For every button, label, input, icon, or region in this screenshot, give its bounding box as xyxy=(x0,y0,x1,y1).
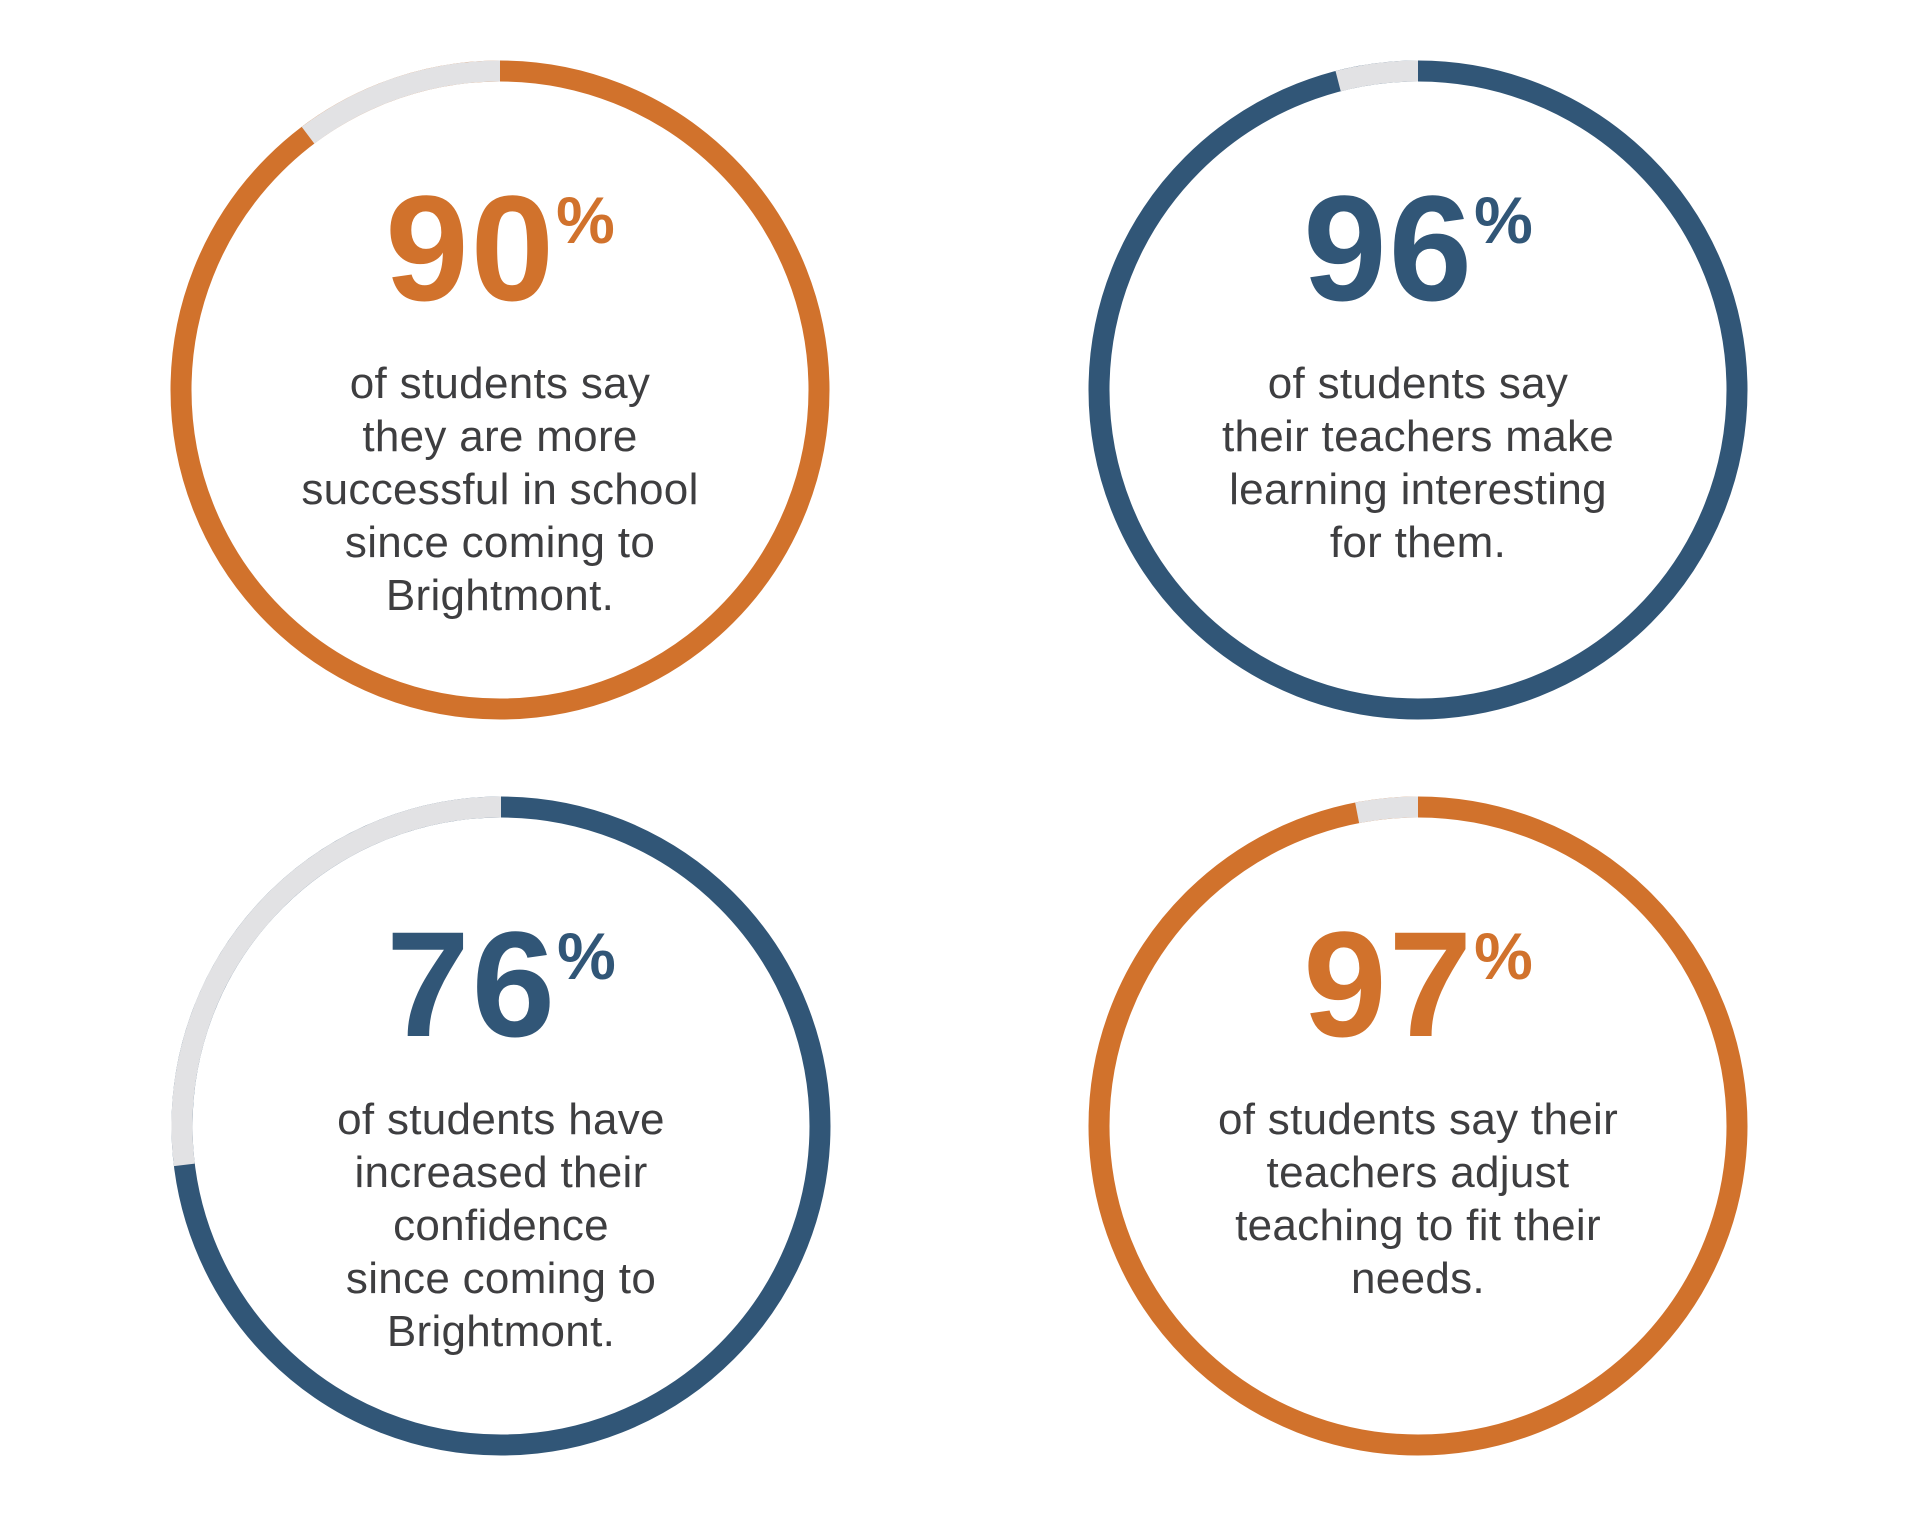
donut-ring-gap xyxy=(301,60,501,144)
caption-line: of students have xyxy=(337,1095,665,1144)
donut-ring-svg xyxy=(170,60,830,720)
stat-caption: of students say their teachers make learni… xyxy=(1138,357,1698,569)
caption-line: teaching to fit their xyxy=(1235,1201,1601,1250)
caption-line: Brightmont. xyxy=(386,1307,616,1356)
stat-donut-97: 97% of students say their teachers adjust… xyxy=(1088,796,1748,1456)
stat-donut-96: 96% of students say their teachers make le… xyxy=(1088,60,1748,720)
caption-line: since coming to xyxy=(344,518,656,567)
caption-line: of students say xyxy=(1267,359,1569,408)
caption-line: of students say their xyxy=(1217,1095,1619,1144)
stat-caption: of students say their teachers adjust teac… xyxy=(1138,1093,1698,1305)
caption-line: Brightmont. xyxy=(385,571,615,620)
donut-ring-svg xyxy=(1088,796,1748,1456)
caption-line: they are more xyxy=(362,412,638,461)
caption-line: their teachers make xyxy=(1221,412,1615,461)
caption-line: for them. xyxy=(1329,518,1507,567)
caption-line: teachers adjust xyxy=(1266,1148,1570,1197)
donut-ring-gap xyxy=(1335,60,1419,92)
caption-line: of students say xyxy=(349,359,651,408)
stat-caption: of students say they are more successful i… xyxy=(220,357,780,622)
caption-line: successful in school xyxy=(301,465,699,514)
stat-donut-76: 76% of students have increased their confi… xyxy=(171,796,831,1456)
donut-ring-svg xyxy=(1088,60,1748,720)
donut-ring-svg xyxy=(171,796,831,1456)
stat-donut-90: 90% of students say they are more successf… xyxy=(170,60,830,720)
stat-caption: of students have increased their confidenc… xyxy=(221,1093,781,1358)
donut-ring-gap xyxy=(171,796,502,1167)
caption-line: learning interesting xyxy=(1229,465,1607,514)
caption-line: increased their xyxy=(354,1148,648,1197)
caption-line: needs. xyxy=(1351,1254,1485,1303)
caption-line: confidence xyxy=(393,1201,609,1250)
donut-ring-gap xyxy=(1355,796,1419,824)
caption-line: since coming to xyxy=(345,1254,657,1303)
